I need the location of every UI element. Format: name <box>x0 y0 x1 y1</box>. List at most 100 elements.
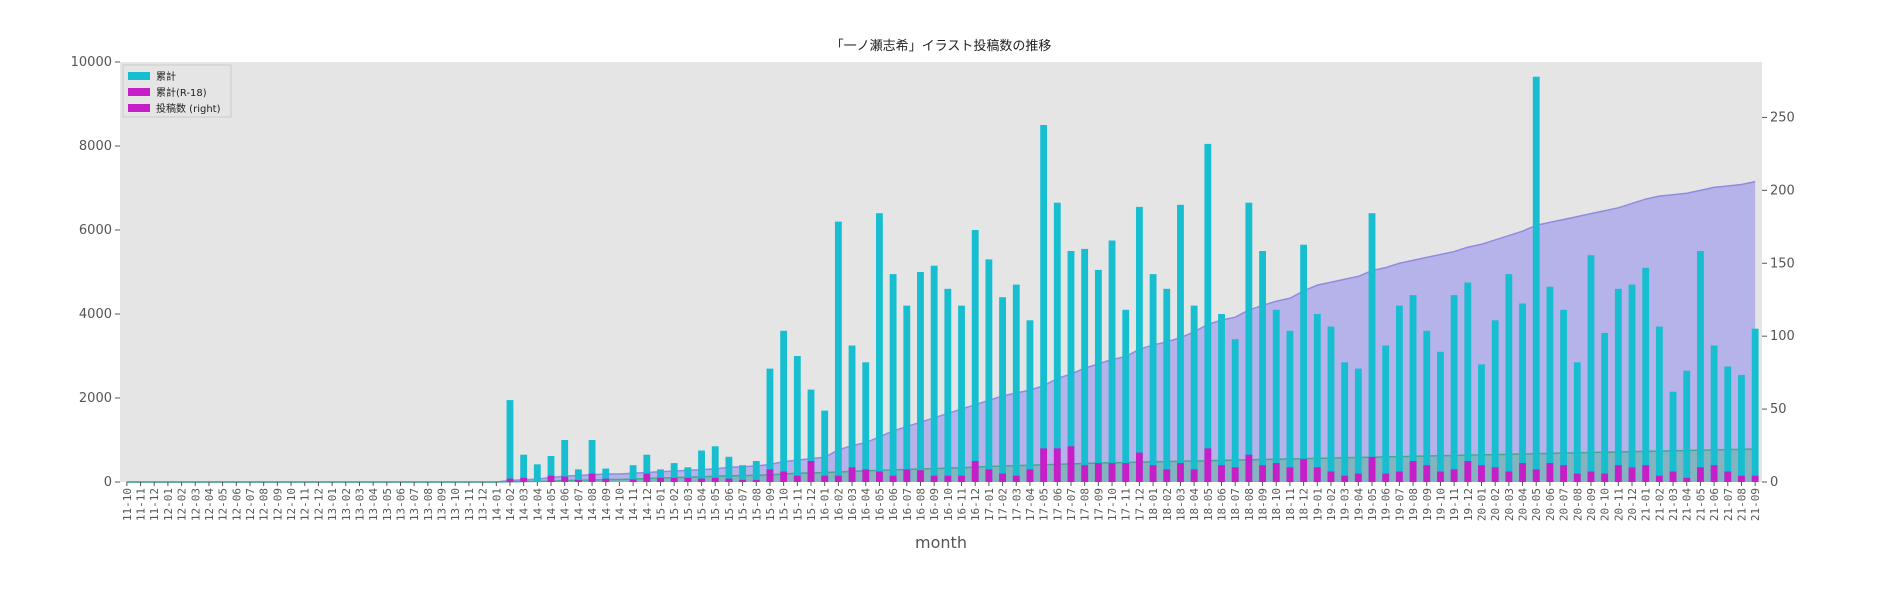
x-tick-label: 14-01 <box>490 488 503 521</box>
total-bar <box>1587 255 1595 482</box>
total-bar <box>1491 320 1499 482</box>
x-tick-label: 17-04 <box>1024 488 1037 521</box>
x-tick-label: 18-06 <box>1216 488 1229 521</box>
r18-bar <box>1437 471 1444 482</box>
r18-bar <box>1491 467 1499 482</box>
r18-bar <box>1231 467 1239 482</box>
x-tick-label: 20-02 <box>1489 488 1502 521</box>
legend-posts-swatch <box>128 104 150 112</box>
total-bar <box>1026 320 1034 482</box>
x-tick-label: 16-02 <box>832 488 845 521</box>
r18-bar <box>561 476 569 482</box>
total-bar <box>1067 251 1075 482</box>
x-tick-label: 13-09 <box>436 488 449 521</box>
x-tick-label: 20-09 <box>1585 488 1598 521</box>
x-tick-label: 19-12 <box>1462 488 1475 521</box>
x-tick-label: 13-01 <box>326 488 339 521</box>
x-tick-label: 21-09 <box>1749 488 1762 521</box>
total-bar <box>643 454 651 482</box>
x-tick-label: 17-08 <box>1079 488 1092 521</box>
x-tick-label: 18-05 <box>1202 488 1215 521</box>
x-tick-label: 19-03 <box>1339 488 1352 521</box>
x-tick-label: 11-11 <box>135 488 148 521</box>
x-tick-label: 18-04 <box>1188 488 1201 521</box>
r18-bar <box>1423 465 1431 482</box>
y2-tick-label: 100 <box>1770 329 1795 344</box>
x-tick-label: 19-01 <box>1311 488 1324 521</box>
r18-bar <box>1751 475 1759 482</box>
total-bar <box>1094 269 1102 482</box>
x-tick-label: 18-01 <box>1147 488 1160 521</box>
total-bar <box>739 465 747 482</box>
x-tick-label: 15-05 <box>709 488 722 521</box>
total-bar <box>917 272 924 482</box>
x-tick-label: 13-06 <box>395 488 408 521</box>
r18-bar <box>1341 475 1349 482</box>
r18-bar <box>1478 465 1485 482</box>
x-tick-label: 13-11 <box>463 488 476 521</box>
x-tick-label: 13-04 <box>367 488 380 521</box>
x-tick-label: 13-08 <box>422 488 435 521</box>
x-axis-title: month <box>915 533 967 552</box>
total-posts-area <box>126 181 1756 482</box>
r18-bar <box>917 470 924 482</box>
total-bar <box>1614 288 1622 482</box>
r18-bar <box>1464 461 1472 482</box>
x-tick-label: 16-07 <box>901 488 914 521</box>
total-bar <box>506 400 514 482</box>
r18-bar <box>999 473 1006 482</box>
r18-bar <box>1354 473 1362 482</box>
r18-bar <box>848 467 856 482</box>
total-bar <box>1040 125 1048 482</box>
x-tick-label: 18-12 <box>1298 488 1311 521</box>
x-tick-label: 17-02 <box>997 488 1010 521</box>
r18-bar <box>1710 465 1718 482</box>
r18-bar <box>1026 469 1034 482</box>
y-tick-label: 2000 <box>79 391 112 406</box>
r18-bar <box>1642 465 1650 482</box>
total-bar <box>1354 368 1362 482</box>
total-bar <box>711 446 719 482</box>
r18-bar <box>1587 471 1595 482</box>
x-tick-label: 17-12 <box>1133 488 1146 521</box>
r18-bar <box>1012 475 1020 482</box>
total-bar <box>670 463 678 482</box>
total-bar <box>793 356 801 482</box>
x-tick-label: 13-07 <box>408 488 421 521</box>
x-tick-label: 12-11 <box>299 488 312 521</box>
total-bar <box>1382 345 1390 482</box>
bar-layer <box>506 76 1759 483</box>
x-tick-label: 16-12 <box>969 488 982 521</box>
total-bar <box>752 461 760 482</box>
x-tick-label: 17-10 <box>1106 488 1119 521</box>
r18-bar <box>930 475 938 482</box>
total-bar <box>807 389 815 482</box>
total-bar <box>1532 76 1540 482</box>
r18-bar <box>1532 469 1540 482</box>
r18-bar <box>1053 448 1061 482</box>
total-bar <box>698 450 705 482</box>
x-tick-label: 12-09 <box>271 488 284 521</box>
x-tick-label: 14-10 <box>613 488 626 521</box>
x-tick-label: 14-05 <box>545 488 558 521</box>
x-tick-label: 14-09 <box>600 488 613 521</box>
x-tick-label: 14-04 <box>531 488 544 521</box>
r18-bar <box>670 477 678 482</box>
total-bar <box>1012 284 1020 482</box>
x-tick-label: 15-07 <box>737 488 750 521</box>
total-bar <box>1313 314 1321 482</box>
r18-bar <box>547 475 555 482</box>
x-tick-label: 16-10 <box>942 488 955 521</box>
total-bar <box>821 410 829 482</box>
r18-bar <box>807 461 815 482</box>
r18-bar <box>1040 448 1048 482</box>
legend-r18-label: 累計(R-18) <box>156 86 207 99</box>
r18-bar <box>1382 473 1390 482</box>
x-tick-label: 20-01 <box>1475 488 1488 521</box>
y-tick-label: 4000 <box>79 307 112 322</box>
total-bar <box>1478 364 1485 482</box>
x-tick-label: 17-07 <box>1065 488 1078 521</box>
x-tick-label: 19-09 <box>1421 488 1434 521</box>
total-bar <box>1505 274 1513 482</box>
r18-bar <box>506 478 514 482</box>
